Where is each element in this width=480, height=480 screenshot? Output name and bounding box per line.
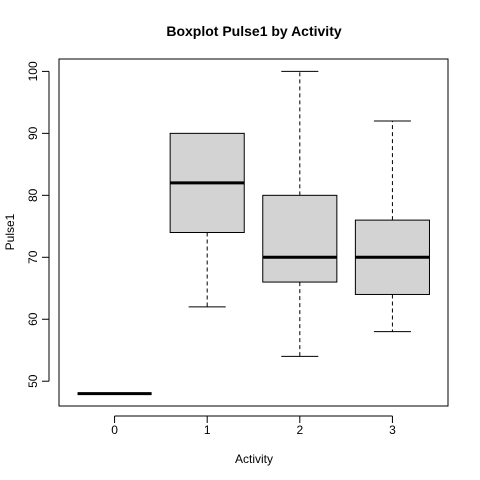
x-tick-label: 3 <box>389 423 396 437</box>
y-tick-label: 100 <box>26 61 40 81</box>
box-1 <box>169 132 245 308</box>
y-tick-label: 70 <box>26 250 40 264</box>
chart-title: Boxplot Pulse1 by Activity <box>166 23 342 39</box>
x-tick-label: 0 <box>111 423 118 437</box>
y-tick-label: 80 <box>26 188 40 202</box>
box-3 <box>354 120 430 333</box>
box-iqr <box>262 194 338 283</box>
x-tick-label: 2 <box>296 423 303 437</box>
x-tick-label: 1 <box>204 423 211 437</box>
box-2 <box>262 70 338 357</box>
y-axis: 50 60 70 80 90 100 <box>26 61 50 388</box>
y-tick-label: 60 <box>26 312 40 326</box>
x-axis-label: Activity <box>235 452 273 466</box>
x-axis: 0 1 2 3 <box>111 415 396 437</box>
plot-frame <box>58 58 449 407</box>
y-tick-label: 50 <box>26 374 40 388</box>
box-series <box>77 70 430 396</box>
y-axis-label: Pulse1 <box>3 213 17 250</box>
y-tick-label: 90 <box>26 126 40 140</box>
